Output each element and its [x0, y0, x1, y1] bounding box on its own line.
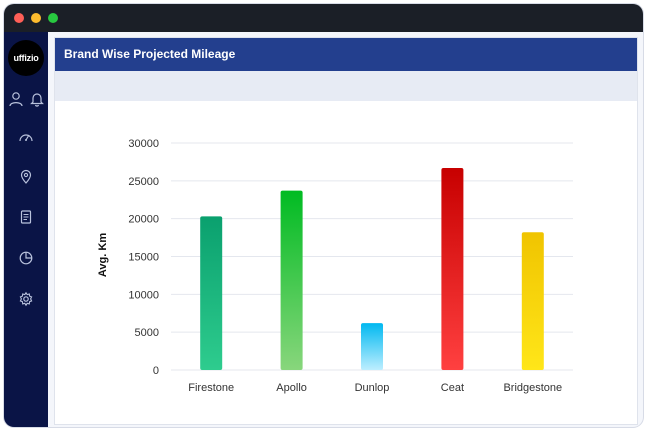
app-window: uffizio Brand Wise Projected Mileage Avg… — [4, 4, 643, 427]
x-tick-label: Bridgestone — [503, 382, 562, 394]
y-tick-label: 10000 — [128, 289, 159, 301]
y-tick-label: 5000 — [135, 327, 159, 339]
y-tick-label: 30000 — [128, 138, 159, 150]
maximize-window-button[interactable] — [48, 13, 58, 23]
x-tick-label: Apollo — [276, 382, 307, 394]
bar-apollo[interactable] — [280, 190, 303, 370]
x-tick-label: Firestone — [188, 382, 234, 394]
x-tick-label: Ceat — [441, 382, 464, 394]
title-bar — [4, 4, 643, 32]
y-tick-label: 25000 — [128, 176, 159, 188]
bar-bridgestone[interactable] — [521, 232, 544, 370]
report-document-icon[interactable] — [18, 209, 34, 225]
settings-gear-icon[interactable] — [18, 291, 34, 307]
brand-logo[interactable]: uffizio — [8, 40, 44, 76]
page-title: Brand Wise Projected Mileage — [55, 38, 637, 71]
user-icon[interactable] — [8, 91, 24, 107]
y-tick-label: 0 — [153, 365, 159, 377]
sidebar: uffizio — [4, 32, 48, 427]
bar-dunlop[interactable] — [361, 323, 383, 370]
bell-icon[interactable] — [29, 91, 45, 107]
y-tick-label: 15000 — [128, 252, 159, 264]
bar-ceat[interactable] — [441, 167, 464, 370]
minimize-window-button[interactable] — [31, 13, 41, 23]
close-window-button[interactable] — [14, 13, 24, 23]
main-panel: Brand Wise Projected Mileage Avg. Km 0 50… — [54, 37, 638, 425]
bar-firestone[interactable] — [200, 216, 223, 370]
chart-canvas: 0 5000 10000 15000 20000 25000 30000 Firestone A… — [128, 138, 573, 394]
pie-chart-icon[interactable] — [18, 250, 34, 266]
y-tick-label: 20000 — [128, 214, 159, 226]
mileage-bar-chart: Avg. Km 0 5000 10000 15000 20000 25000 30000 Fi… — [55, 101, 637, 424]
x-tick-label: Dunlop — [355, 382, 390, 394]
dashboard-gauge-icon[interactable] — [18, 129, 34, 145]
location-pin-icon[interactable] — [18, 169, 34, 185]
filter-bar — [55, 71, 637, 101]
